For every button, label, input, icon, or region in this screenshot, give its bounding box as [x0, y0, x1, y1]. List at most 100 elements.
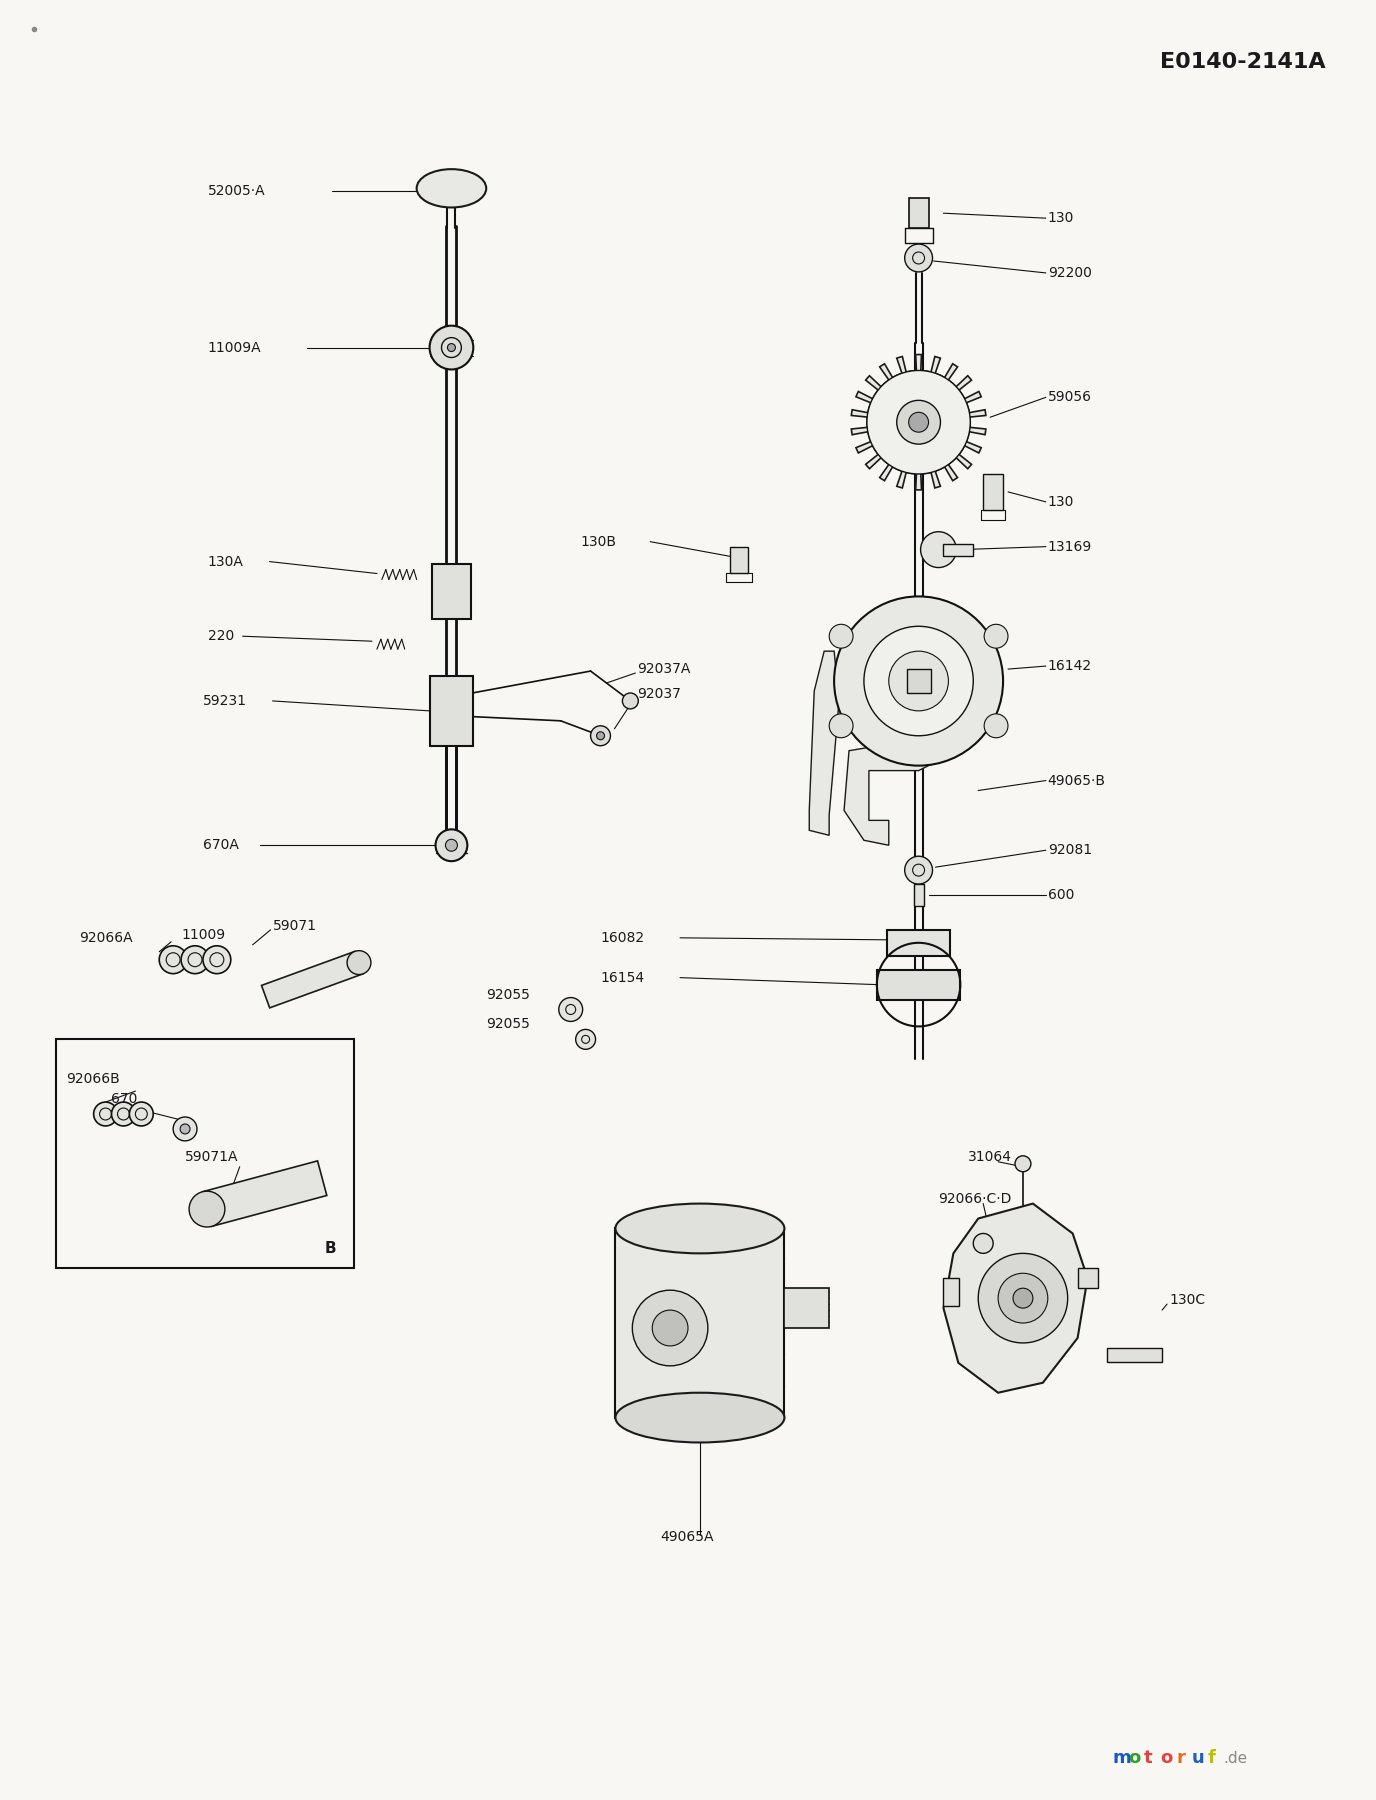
Text: E0140-2141A: E0140-2141A — [1160, 52, 1326, 72]
Text: o: o — [1128, 1750, 1141, 1768]
Circle shape — [830, 625, 853, 648]
Circle shape — [590, 725, 611, 745]
Polygon shape — [852, 355, 985, 490]
Circle shape — [864, 626, 973, 736]
Bar — [56, 1039, 354, 1269]
Circle shape — [889, 652, 948, 711]
Circle shape — [830, 715, 853, 738]
Text: 92066A: 92066A — [78, 931, 132, 945]
Text: 92055: 92055 — [486, 1017, 530, 1031]
Text: 130C: 130C — [1170, 1292, 1205, 1307]
Ellipse shape — [615, 1204, 784, 1253]
Polygon shape — [261, 952, 363, 1008]
Circle shape — [182, 945, 209, 974]
Circle shape — [446, 839, 457, 851]
Circle shape — [904, 857, 933, 884]
Ellipse shape — [615, 1393, 784, 1442]
Circle shape — [597, 733, 604, 740]
Text: 600: 600 — [1047, 887, 1075, 902]
Circle shape — [94, 1102, 117, 1127]
Text: 92037A: 92037A — [637, 662, 691, 677]
Circle shape — [622, 693, 638, 709]
Text: o: o — [1160, 1750, 1172, 1768]
Text: 92081: 92081 — [1047, 842, 1093, 857]
Text: 130: 130 — [1047, 495, 1075, 509]
Circle shape — [111, 1102, 135, 1127]
Bar — [729, 547, 747, 572]
Circle shape — [160, 945, 187, 974]
Text: 670: 670 — [110, 1093, 136, 1105]
Text: 59056: 59056 — [1047, 391, 1091, 405]
Circle shape — [973, 1233, 993, 1253]
Circle shape — [447, 344, 455, 351]
Text: 220: 220 — [208, 630, 234, 643]
Text: .de: .de — [1223, 1751, 1248, 1766]
Text: 49065A: 49065A — [660, 1530, 714, 1544]
Circle shape — [347, 950, 372, 974]
Text: 92055: 92055 — [486, 988, 530, 1001]
Text: 16142: 16142 — [1047, 659, 1093, 673]
Bar — [907, 670, 930, 693]
Text: m: m — [1112, 1750, 1131, 1768]
Circle shape — [984, 715, 1009, 738]
Circle shape — [1015, 1156, 1031, 1172]
Bar — [908, 198, 929, 229]
Text: 52005·A: 52005·A — [208, 184, 266, 198]
Text: 92200: 92200 — [1047, 266, 1091, 281]
Bar — [877, 970, 960, 999]
Bar — [914, 884, 923, 905]
Circle shape — [633, 1291, 707, 1366]
Text: 59071: 59071 — [272, 918, 316, 932]
Polygon shape — [944, 1204, 1087, 1393]
Bar — [984, 473, 1003, 509]
Text: 92037: 92037 — [637, 688, 681, 700]
Text: u: u — [1192, 1750, 1204, 1768]
Bar — [886, 931, 951, 956]
Text: 130B: 130B — [581, 535, 616, 549]
Polygon shape — [843, 742, 938, 846]
Circle shape — [436, 830, 468, 860]
Text: t: t — [1145, 1750, 1153, 1768]
Text: 130: 130 — [1047, 211, 1075, 225]
Bar — [944, 544, 973, 556]
Circle shape — [429, 326, 473, 369]
Bar — [429, 677, 473, 745]
Circle shape — [834, 596, 1003, 765]
Text: 11009: 11009 — [182, 927, 226, 941]
Text: 31064: 31064 — [969, 1150, 1013, 1165]
Circle shape — [998, 1273, 1047, 1323]
Circle shape — [921, 531, 956, 567]
Text: 59231: 59231 — [202, 695, 246, 707]
Circle shape — [652, 1310, 688, 1346]
Polygon shape — [202, 1161, 327, 1226]
Bar — [432, 563, 472, 619]
Text: 92066B: 92066B — [66, 1073, 120, 1085]
Circle shape — [904, 245, 933, 272]
Text: 92066·C·D: 92066·C·D — [938, 1192, 1011, 1206]
Text: 13169: 13169 — [1047, 540, 1093, 554]
Circle shape — [202, 945, 231, 974]
Bar — [784, 1289, 830, 1328]
Circle shape — [173, 1118, 197, 1141]
Text: 59071A: 59071A — [184, 1150, 238, 1165]
Text: 130A: 130A — [208, 554, 244, 569]
Ellipse shape — [417, 169, 486, 207]
Text: 670A: 670A — [202, 839, 239, 851]
Circle shape — [897, 400, 940, 445]
Circle shape — [908, 412, 929, 432]
Circle shape — [978, 1253, 1068, 1343]
Circle shape — [559, 997, 582, 1021]
Circle shape — [575, 1030, 596, 1049]
Text: 11009A: 11009A — [208, 340, 261, 355]
Text: 16082: 16082 — [600, 931, 645, 945]
Circle shape — [1013, 1289, 1033, 1309]
Text: r: r — [1176, 1750, 1185, 1768]
Circle shape — [129, 1102, 153, 1127]
Circle shape — [867, 371, 970, 473]
Text: 16154: 16154 — [600, 970, 645, 985]
Bar — [615, 1228, 784, 1418]
Text: 49065·B: 49065·B — [1047, 774, 1106, 788]
Bar — [1077, 1269, 1098, 1289]
Bar — [944, 1278, 959, 1307]
Text: f: f — [1208, 1750, 1216, 1768]
